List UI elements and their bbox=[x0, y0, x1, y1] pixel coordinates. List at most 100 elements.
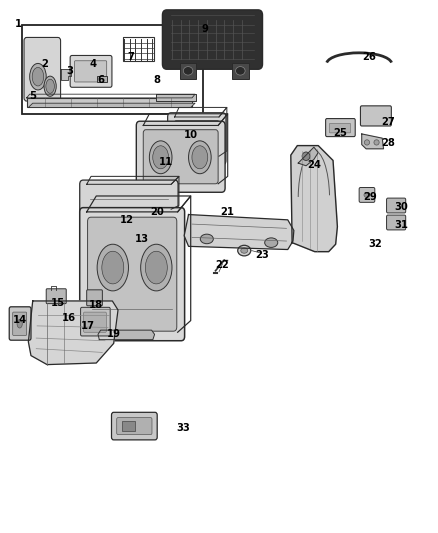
FancyBboxPatch shape bbox=[112, 413, 157, 440]
Text: 8: 8 bbox=[154, 75, 161, 85]
Text: 29: 29 bbox=[364, 191, 377, 201]
Text: 15: 15 bbox=[51, 297, 65, 308]
Text: 27: 27 bbox=[381, 117, 395, 127]
Ellipse shape bbox=[176, 151, 184, 157]
Ellipse shape bbox=[374, 140, 379, 145]
Text: 4: 4 bbox=[89, 59, 96, 69]
Ellipse shape bbox=[184, 67, 193, 75]
FancyBboxPatch shape bbox=[46, 289, 66, 304]
FancyBboxPatch shape bbox=[88, 217, 177, 331]
Ellipse shape bbox=[30, 63, 46, 90]
FancyBboxPatch shape bbox=[168, 113, 226, 165]
Ellipse shape bbox=[188, 141, 211, 174]
FancyBboxPatch shape bbox=[9, 307, 31, 340]
Text: 1: 1 bbox=[14, 19, 21, 29]
FancyBboxPatch shape bbox=[74, 61, 107, 82]
FancyBboxPatch shape bbox=[162, 10, 262, 69]
Bar bbox=[232, 63, 249, 79]
Ellipse shape bbox=[241, 248, 248, 253]
Text: 14: 14 bbox=[13, 314, 27, 325]
Ellipse shape bbox=[238, 245, 251, 256]
Ellipse shape bbox=[44, 76, 56, 96]
Text: 18: 18 bbox=[89, 300, 103, 310]
FancyBboxPatch shape bbox=[87, 290, 102, 306]
FancyBboxPatch shape bbox=[136, 121, 225, 192]
FancyBboxPatch shape bbox=[359, 188, 375, 203]
Ellipse shape bbox=[123, 212, 127, 217]
Bar bbox=[180, 63, 196, 79]
Ellipse shape bbox=[265, 238, 278, 247]
Bar bbox=[27, 98, 192, 108]
Text: 28: 28 bbox=[381, 139, 395, 149]
Text: 30: 30 bbox=[394, 202, 408, 212]
Polygon shape bbox=[156, 94, 196, 101]
Ellipse shape bbox=[46, 79, 54, 93]
Text: 5: 5 bbox=[29, 91, 36, 101]
Ellipse shape bbox=[97, 244, 128, 291]
Ellipse shape bbox=[153, 146, 169, 169]
FancyBboxPatch shape bbox=[70, 55, 112, 87]
Text: 21: 21 bbox=[220, 207, 234, 217]
Text: 26: 26 bbox=[362, 52, 376, 62]
Text: 24: 24 bbox=[307, 160, 321, 169]
Bar bbox=[22, 25, 203, 114]
FancyBboxPatch shape bbox=[81, 308, 110, 336]
Ellipse shape bbox=[17, 319, 22, 328]
FancyBboxPatch shape bbox=[174, 120, 219, 157]
Polygon shape bbox=[61, 69, 71, 80]
Ellipse shape bbox=[102, 251, 124, 284]
FancyBboxPatch shape bbox=[360, 106, 391, 126]
Polygon shape bbox=[362, 134, 384, 149]
FancyBboxPatch shape bbox=[80, 208, 185, 341]
Text: 10: 10 bbox=[184, 130, 198, 140]
Polygon shape bbox=[184, 215, 294, 249]
Ellipse shape bbox=[364, 192, 370, 198]
Ellipse shape bbox=[145, 251, 167, 284]
FancyBboxPatch shape bbox=[117, 418, 152, 434]
Polygon shape bbox=[28, 301, 118, 365]
Ellipse shape bbox=[141, 244, 172, 291]
Polygon shape bbox=[28, 103, 195, 108]
Ellipse shape bbox=[32, 67, 44, 86]
Ellipse shape bbox=[192, 146, 208, 169]
Text: 16: 16 bbox=[62, 313, 76, 324]
Bar bbox=[97, 76, 107, 82]
Ellipse shape bbox=[200, 234, 213, 244]
FancyBboxPatch shape bbox=[329, 123, 350, 133]
Text: 19: 19 bbox=[107, 329, 121, 340]
Ellipse shape bbox=[236, 67, 245, 75]
Text: 2: 2 bbox=[42, 59, 48, 69]
Text: 23: 23 bbox=[255, 250, 268, 260]
FancyBboxPatch shape bbox=[80, 180, 178, 217]
FancyBboxPatch shape bbox=[24, 37, 60, 101]
Bar bbox=[123, 37, 154, 61]
Bar bbox=[122, 421, 134, 431]
Polygon shape bbox=[98, 330, 155, 340]
FancyBboxPatch shape bbox=[13, 312, 27, 335]
FancyBboxPatch shape bbox=[143, 130, 218, 184]
Text: 13: 13 bbox=[134, 234, 148, 244]
Text: 7: 7 bbox=[127, 52, 134, 62]
Text: 33: 33 bbox=[177, 423, 190, 433]
FancyBboxPatch shape bbox=[84, 312, 106, 332]
FancyBboxPatch shape bbox=[325, 118, 355, 136]
Text: 3: 3 bbox=[67, 67, 74, 76]
FancyBboxPatch shape bbox=[387, 198, 406, 213]
Text: 9: 9 bbox=[201, 24, 208, 34]
Text: 20: 20 bbox=[150, 207, 164, 217]
Text: 12: 12 bbox=[120, 215, 134, 225]
Ellipse shape bbox=[149, 141, 172, 174]
FancyBboxPatch shape bbox=[387, 215, 406, 230]
Ellipse shape bbox=[364, 140, 370, 145]
Text: 17: 17 bbox=[81, 321, 95, 331]
Text: 31: 31 bbox=[394, 220, 408, 230]
Polygon shape bbox=[291, 146, 337, 252]
Ellipse shape bbox=[206, 151, 214, 157]
Text: 22: 22 bbox=[215, 261, 230, 270]
Polygon shape bbox=[298, 147, 318, 166]
Text: 6: 6 bbox=[97, 75, 104, 85]
Text: 25: 25 bbox=[333, 128, 347, 138]
Text: 11: 11 bbox=[159, 157, 173, 166]
Ellipse shape bbox=[302, 152, 310, 160]
Text: 32: 32 bbox=[368, 239, 381, 249]
